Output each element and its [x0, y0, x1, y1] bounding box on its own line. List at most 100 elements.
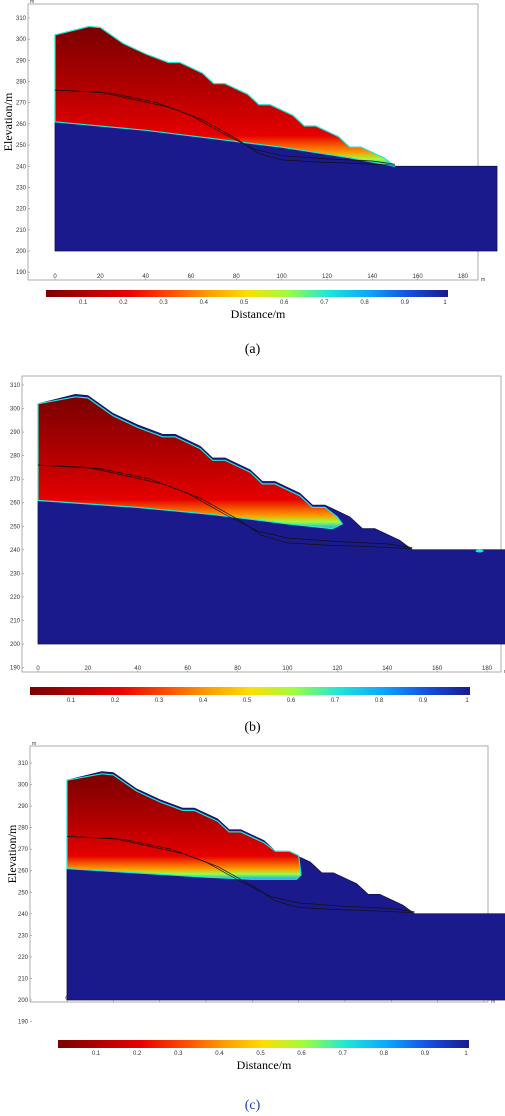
colorbar-tick-label: 0.9 — [421, 1051, 430, 1057]
x-tick-label: 120 — [332, 666, 343, 672]
slip-surface-line — [54, 89, 396, 165]
y-tick-label: 240 — [10, 548, 21, 554]
x-tick-label: 20 — [97, 274, 104, 280]
colorbar-tick-label: 1 — [464, 1051, 468, 1057]
panel-c: m m 190 200 210 220 230 240 250 260 270 280 290 300 31… — [0, 741, 505, 1116]
x-tick-label: 60 — [184, 666, 191, 672]
y-tick-label: 240 — [18, 912, 29, 918]
colorbar-tick-label: 1 — [443, 300, 447, 306]
y-tick-label: 210 — [16, 228, 27, 234]
y-tick-label: 220 — [18, 955, 29, 961]
y-tick-label: 310 — [16, 16, 27, 22]
y-axis-title: Elevation/m — [1, 92, 15, 151]
y-axis-title: Elevation/m — [5, 824, 19, 883]
colorbar-tick-label: 0.8 — [360, 300, 369, 306]
panel-a: m m 190 200 210 220 230 240 250 260 270 280 290 300 31… — [0, 0, 505, 362]
y-tick-label: 280 — [10, 454, 21, 460]
colorbar-tick-label: 0.8 — [380, 1051, 389, 1057]
chart-c: m m 190 200 210 220 230 240 250 260 270 280 290 300 31… — [5, 741, 505, 1072]
y-tick-label: 290 — [16, 58, 27, 64]
y-tick-label: 250 — [18, 890, 29, 896]
y-tick-label: 250 — [16, 143, 27, 149]
y-tick-label: 260 — [18, 869, 29, 875]
y-tick-label: 270 — [18, 847, 29, 853]
y-tick-label: 220 — [16, 207, 27, 213]
colorbar — [46, 290, 448, 297]
colorbar-tick-label: 0.3 — [155, 698, 164, 704]
y-tick-label: 310 — [18, 761, 29, 767]
y-tick-label: 290 — [10, 430, 21, 436]
saturation-spot — [475, 549, 484, 553]
x-tick-label: 140 — [382, 666, 393, 672]
y-tick-label: 270 — [10, 477, 21, 483]
colorbar-tick-label: 0.4 — [215, 1051, 224, 1057]
y-tick-label: 280 — [16, 80, 27, 86]
y-tick-label: 210 — [10, 618, 21, 624]
x-unit: m — [491, 999, 495, 1005]
y-tick-label: 300 — [10, 407, 21, 413]
colorbar-tick-label: 0.9 — [419, 698, 428, 704]
y-tick-label: 220 — [10, 595, 21, 601]
caption-c: (c) — [244, 1098, 261, 1113]
y-tick-label: 300 — [16, 37, 27, 43]
x-tick-label: 0 — [53, 274, 57, 280]
x-tick-label: 100 — [282, 666, 293, 672]
colorbar-tick-label: 0.3 — [174, 1051, 183, 1057]
panel-b: m190200210220230240250260270280290300310… — [0, 372, 505, 742]
y-tick-label: 230 — [10, 571, 21, 577]
colorbar-tick-label: 0.2 — [119, 300, 128, 306]
colorbar-tick-label: 0.4 — [199, 698, 208, 704]
y-tick-label: 230 — [18, 933, 29, 939]
colorbar-tick-label: 0.9 — [401, 300, 410, 306]
colorbar — [30, 687, 470, 695]
slip-surface-line — [66, 835, 415, 913]
x-tick-label: 160 — [432, 666, 443, 672]
y-tick-label: 230 — [16, 185, 27, 191]
y-tick-label: 210 — [18, 976, 29, 982]
x-tick-label: 0 — [36, 666, 40, 672]
colorbar-tick-label: 0.5 — [256, 1051, 265, 1057]
colorbar-tick-label: 0.7 — [320, 300, 329, 306]
x-axis-title: Distance/m — [231, 307, 286, 321]
y-tick-label: 190 — [18, 1020, 29, 1026]
colorbar-tick-label: 0.1 — [92, 1051, 101, 1057]
x-tick-label: 140 — [367, 274, 378, 280]
y-tick-label: 200 — [10, 642, 21, 648]
x-tick-label: 180 — [482, 666, 493, 672]
caption-b: (b) — [244, 720, 261, 735]
colorbar-tick-label: 0.1 — [79, 300, 88, 306]
colorbar-tick-label: 0.7 — [331, 698, 340, 704]
colorbar-tick-label: 0.5 — [240, 300, 249, 306]
colorbar-tick-label: 0.2 — [133, 1051, 142, 1057]
x-tick-label: 100 — [277, 274, 288, 280]
saturation-region — [37, 396, 344, 530]
y-tick-label: 260 — [16, 122, 27, 128]
x-tick-label: 60 — [188, 274, 195, 280]
x-tick-label: 80 — [234, 666, 241, 672]
colorbar-tick-label: 0.2 — [111, 698, 120, 704]
y-unit: m — [30, 0, 34, 5]
x-tick-label: 180 — [458, 274, 469, 280]
colorbar-tick-label: 0.6 — [287, 698, 296, 704]
y-tick-label: 240 — [16, 164, 27, 170]
colorbar-tick-label: 0.8 — [375, 698, 384, 704]
colorbar-tick-label: 0.6 — [297, 1051, 306, 1057]
colorbar-tick-label: 0.7 — [339, 1051, 348, 1057]
y-tick-label: 190 — [16, 270, 27, 276]
colorbar-tick-label: 0.4 — [200, 300, 209, 306]
y-tick-label: 280 — [18, 826, 29, 832]
y-tick-label: 250 — [10, 524, 21, 530]
y-tick-label: 310 — [10, 383, 21, 389]
x-tick-label: 40 — [142, 274, 149, 280]
x-unit: m — [481, 277, 485, 283]
colorbar-tick-label: 0.5 — [243, 698, 252, 704]
x-tick-label: 20 — [85, 666, 92, 672]
colorbar-tick-label: 0.1 — [67, 698, 76, 704]
y-tick-label: 260 — [10, 501, 21, 507]
x-tick-label: 160 — [413, 274, 424, 280]
caption-a: (a) — [244, 342, 261, 357]
x-axis-title: Distance/m — [237, 1058, 292, 1072]
y-unit: m — [32, 741, 36, 747]
x-tick-label: 120 — [322, 274, 333, 280]
slip-surface-line — [37, 464, 413, 548]
